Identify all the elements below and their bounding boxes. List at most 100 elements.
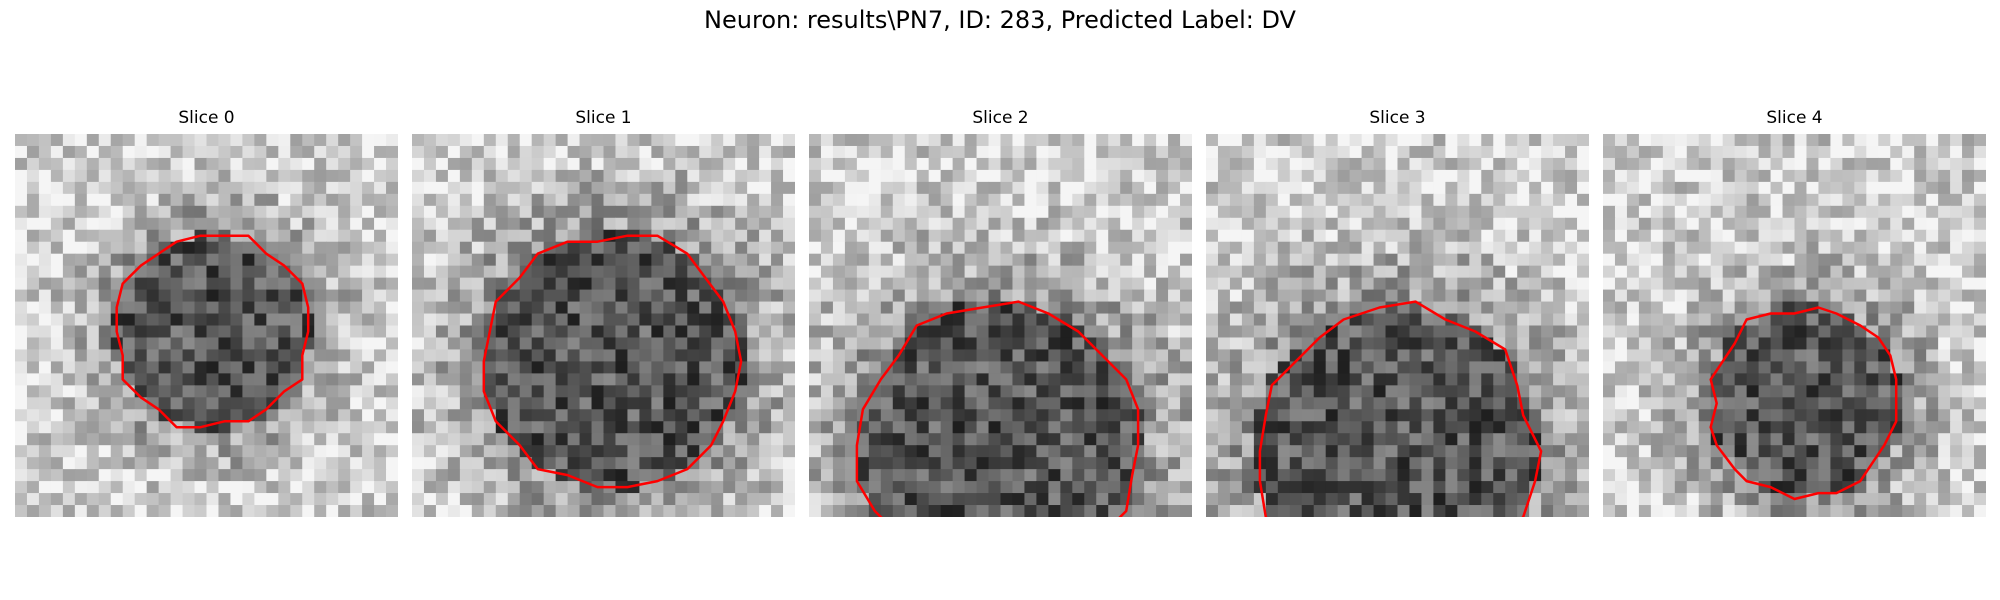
image-pixel	[1048, 289, 1061, 303]
image-pixel	[50, 253, 64, 267]
image-pixel	[1529, 277, 1542, 291]
image-pixel	[916, 349, 930, 363]
image-pixel	[1265, 361, 1279, 374]
image-pixel	[952, 313, 966, 327]
image-pixel	[1662, 397, 1676, 410]
image-pixel	[868, 205, 882, 219]
image-pixel	[447, 145, 461, 159]
image-pixel	[1108, 277, 1121, 291]
image-pixel	[122, 481, 136, 494]
image-pixel	[338, 217, 351, 231]
image-pixel	[1577, 217, 1589, 231]
image-pixel	[1301, 301, 1315, 315]
image-pixel	[1505, 457, 1518, 470]
image-pixel	[1950, 145, 1963, 159]
image-pixel	[86, 481, 100, 494]
image-pixel	[1553, 277, 1566, 291]
image-pixel	[423, 217, 437, 231]
image-pixel	[1914, 313, 1927, 327]
image-pixel	[1301, 265, 1315, 279]
image-pixel	[435, 229, 449, 243]
image-pixel	[567, 325, 581, 339]
image-pixel	[1626, 373, 1640, 386]
image-pixel	[856, 445, 870, 458]
image-pixel	[1120, 349, 1133, 363]
image-pixel	[1036, 493, 1049, 506]
image-pixel	[687, 265, 700, 279]
image-pixel	[254, 265, 267, 279]
image-pixel	[771, 145, 784, 159]
image-pixel	[1132, 181, 1145, 195]
image-pixel	[182, 169, 196, 183]
image-pixel	[1638, 289, 1652, 303]
image-pixel	[627, 457, 641, 470]
image-pixel	[1650, 385, 1664, 398]
image-pixel	[507, 289, 521, 303]
image-pixel	[1950, 361, 1963, 374]
image-pixel	[567, 289, 581, 303]
image-pixel	[1277, 349, 1291, 363]
image-pixel	[483, 229, 497, 243]
image-pixel	[1481, 205, 1494, 219]
image-pixel	[1854, 421, 1867, 434]
image-pixel	[1024, 373, 1038, 386]
image-pixel	[904, 469, 918, 482]
image-pixel	[1710, 349, 1724, 363]
image-pixel	[1060, 229, 1073, 243]
image-pixel	[771, 229, 784, 243]
image-pixel	[218, 205, 232, 219]
image-pixel	[1890, 289, 1903, 303]
image-pixel	[1180, 241, 1192, 255]
image-pixel	[459, 397, 473, 410]
image-pixel	[1132, 217, 1145, 231]
image-pixel	[1782, 385, 1796, 398]
image-pixel	[1457, 241, 1470, 255]
image-pixel	[134, 181, 148, 195]
image-pixel	[1770, 229, 1784, 243]
image-pixel	[1253, 337, 1267, 351]
image-pixel	[675, 421, 688, 434]
image-pixel	[483, 265, 497, 279]
image-pixel	[1096, 433, 1109, 446]
image-pixel	[964, 134, 978, 147]
image-pixel	[759, 469, 772, 482]
image-pixel	[603, 433, 617, 446]
image-pixel	[759, 253, 772, 267]
image-pixel	[603, 313, 617, 327]
image-pixel	[639, 157, 652, 171]
image-pixel	[374, 493, 387, 506]
image-pixel	[1674, 433, 1688, 446]
image-pixel	[615, 157, 629, 171]
image-pixel	[1782, 397, 1796, 410]
image-pixel	[892, 385, 906, 398]
image-pixel	[1156, 265, 1169, 279]
image-pixel	[627, 385, 641, 398]
image-pixel	[1914, 134, 1927, 147]
image-pixel	[1072, 469, 1085, 482]
image-pixel	[856, 277, 870, 291]
image-pixel	[868, 169, 882, 183]
image-pixel	[98, 349, 112, 363]
image-pixel	[832, 385, 846, 398]
image-pixel	[687, 361, 700, 374]
image-pixel	[1132, 193, 1145, 207]
image-pixel	[1842, 253, 1855, 267]
image-pixel	[242, 169, 255, 183]
image-pixel	[591, 301, 605, 315]
image-pixel	[928, 469, 942, 482]
image-pixel	[38, 265, 52, 279]
image-pixel	[519, 313, 533, 327]
image-pixel	[1217, 301, 1231, 315]
image-pixel	[1048, 193, 1061, 207]
image-pixel	[1096, 373, 1109, 386]
image-pixel	[98, 145, 112, 159]
image-pixel	[110, 397, 124, 410]
image-pixel	[26, 134, 40, 147]
image-pixel	[555, 229, 569, 243]
image-pixel	[1217, 241, 1231, 255]
image-pixel	[699, 181, 712, 195]
image-pixel	[1409, 493, 1423, 506]
image-pixel	[507, 349, 521, 363]
image-pixel	[1108, 289, 1121, 303]
image-pixel	[483, 361, 497, 374]
